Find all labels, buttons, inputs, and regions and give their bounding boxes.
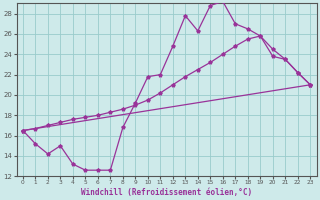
X-axis label: Windchill (Refroidissement éolien,°C): Windchill (Refroidissement éolien,°C): [81, 188, 252, 197]
